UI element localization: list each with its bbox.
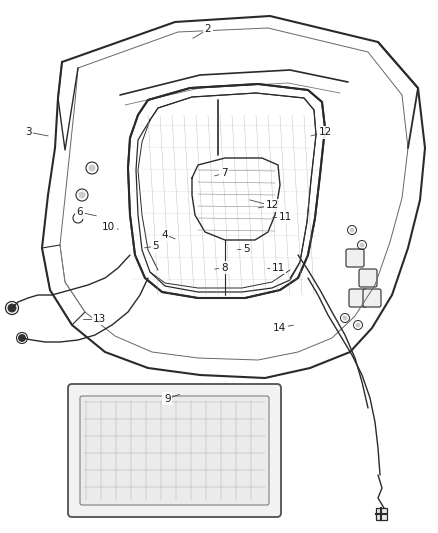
Circle shape xyxy=(18,334,26,342)
Text: 3: 3 xyxy=(25,127,32,137)
Text: 6: 6 xyxy=(76,207,83,217)
Text: 1: 1 xyxy=(266,200,273,210)
Circle shape xyxy=(88,165,95,172)
Circle shape xyxy=(360,243,364,247)
Text: 13: 13 xyxy=(93,314,106,324)
Text: 12: 12 xyxy=(318,127,332,137)
Text: 14: 14 xyxy=(273,323,286,333)
Text: 11: 11 xyxy=(279,213,292,222)
Text: 11: 11 xyxy=(272,263,285,272)
FancyBboxPatch shape xyxy=(68,384,281,517)
Text: 5: 5 xyxy=(152,241,159,251)
Circle shape xyxy=(350,228,354,232)
Text: 10: 10 xyxy=(102,222,115,231)
FancyBboxPatch shape xyxy=(376,508,387,520)
Text: 2: 2 xyxy=(205,25,212,34)
Text: 8: 8 xyxy=(221,263,228,272)
Text: 9: 9 xyxy=(164,394,171,403)
FancyBboxPatch shape xyxy=(346,249,364,267)
FancyBboxPatch shape xyxy=(359,269,377,287)
Circle shape xyxy=(7,303,17,312)
Circle shape xyxy=(343,316,347,320)
FancyBboxPatch shape xyxy=(363,289,381,307)
FancyBboxPatch shape xyxy=(80,396,269,505)
Circle shape xyxy=(356,322,360,327)
Text: 4: 4 xyxy=(161,230,168,239)
Circle shape xyxy=(78,191,85,198)
Text: 7: 7 xyxy=(221,168,228,178)
FancyBboxPatch shape xyxy=(349,289,367,307)
Text: 12: 12 xyxy=(266,200,279,210)
Text: 5: 5 xyxy=(243,245,250,254)
